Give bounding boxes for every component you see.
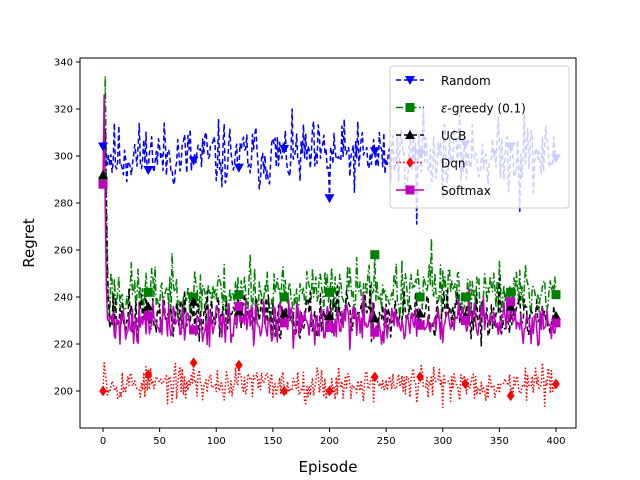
series-5-marker bbox=[460, 316, 470, 325]
x-tick-label: 150 bbox=[263, 436, 282, 447]
legend: Random ε-greedy (0.1) UCB Dqn Softmax bbox=[389, 65, 570, 209]
y-tick-label: 280 bbox=[54, 199, 73, 210]
y-tick-label: 320 bbox=[54, 105, 73, 116]
series-5-marker bbox=[506, 297, 516, 307]
x-tick-label: 200 bbox=[320, 436, 339, 447]
series-3-marker bbox=[143, 301, 154, 311]
legend-entry-1-marker bbox=[405, 75, 415, 85]
series-2-marker bbox=[415, 292, 425, 302]
x-tick-label: 100 bbox=[207, 436, 226, 447]
series-5-marker bbox=[370, 327, 380, 337]
series-4-marker bbox=[371, 371, 379, 383]
y-tick-label: 220 bbox=[54, 340, 73, 351]
legend-entry-2-label: ε-greedy (0.1) bbox=[441, 102, 526, 116]
series-2-marker bbox=[234, 290, 244, 300]
series-4-marker bbox=[99, 385, 107, 397]
series-4-marker bbox=[189, 357, 198, 369]
series-4-marker bbox=[144, 369, 153, 380]
legend-entry-3-marker bbox=[405, 130, 415, 140]
series-3-marker bbox=[279, 308, 290, 318]
legend-entry-3: UCB bbox=[396, 129, 466, 143]
legend-entry-2: ε-greedy (0.1) bbox=[396, 102, 526, 116]
series-4-marker bbox=[280, 385, 288, 397]
series-1-marker bbox=[143, 166, 154, 176]
x-tick-label: 350 bbox=[490, 436, 509, 447]
series-3-marker bbox=[98, 169, 108, 179]
series-5-marker bbox=[189, 325, 199, 335]
series-1-marker bbox=[279, 144, 290, 154]
series-2-marker bbox=[370, 250, 380, 260]
series-4-marker bbox=[416, 371, 424, 383]
legend-entry-4-label: Dqn bbox=[441, 157, 465, 171]
x-tick-label: 250 bbox=[377, 436, 396, 447]
y-tick-label: 340 bbox=[54, 58, 73, 69]
series-2-marker bbox=[279, 292, 289, 302]
legend-entry-5-label: Softmax bbox=[441, 184, 491, 198]
x-axis-title: Episode bbox=[299, 458, 358, 476]
series-5-marker bbox=[279, 318, 289, 328]
y-tick-label: 300 bbox=[54, 152, 73, 163]
series-4-marker bbox=[235, 359, 243, 371]
x-tick-label: 400 bbox=[546, 436, 565, 447]
legend-entry-1-label: Random bbox=[441, 74, 491, 88]
series-3-marker bbox=[188, 296, 199, 306]
series-1-marker bbox=[188, 156, 199, 166]
y-axis-ticks: 200 220 240 260 280 300 320 340 bbox=[54, 58, 80, 398]
series-2-marker bbox=[506, 287, 516, 297]
series-2-marker bbox=[460, 292, 470, 302]
y-tick-label: 260 bbox=[54, 246, 73, 257]
legend-entry-5: Softmax bbox=[396, 184, 491, 198]
series-1-marker bbox=[369, 147, 380, 157]
series-4-line bbox=[102, 362, 557, 409]
series-2-marker bbox=[551, 290, 561, 300]
legend-entry-2-marker bbox=[405, 103, 415, 112]
series-4-marker bbox=[461, 378, 470, 390]
series-5-marker bbox=[551, 318, 561, 328]
series-3-marker bbox=[369, 313, 380, 323]
series-2-marker bbox=[325, 287, 334, 297]
x-tick-label: 50 bbox=[153, 436, 166, 447]
series-4-marker bbox=[325, 385, 334, 397]
y-tick-label: 200 bbox=[54, 387, 73, 398]
x-axis-ticks: 0 50 100 150 200 250 300 350 400 bbox=[100, 428, 566, 447]
series-5-marker bbox=[98, 179, 108, 189]
y-tick-label: 240 bbox=[54, 293, 73, 304]
series-2-marker bbox=[143, 287, 153, 297]
series-3-marker bbox=[324, 310, 335, 320]
series-3-marker bbox=[551, 310, 561, 320]
series-3-marker bbox=[415, 308, 426, 318]
series-4-marker bbox=[506, 390, 515, 402]
legend-entry-5-marker bbox=[405, 185, 415, 195]
legend-entry-3-label: UCB bbox=[441, 129, 466, 143]
series-5-marker bbox=[143, 311, 153, 321]
series-4-marker bbox=[552, 378, 560, 390]
series-1-marker bbox=[98, 142, 108, 152]
legend-entry-1: Random bbox=[396, 74, 491, 88]
series-1-marker bbox=[324, 194, 335, 204]
series-5-marker bbox=[234, 301, 244, 311]
plot-frame bbox=[79, 57, 577, 429]
series-5-marker bbox=[325, 323, 334, 333]
legend-entry-4-marker bbox=[406, 157, 414, 168]
x-tick-label: 0 bbox=[100, 436, 106, 447]
series-5-marker bbox=[415, 320, 425, 330]
legend-entry-4: Dqn bbox=[396, 157, 465, 171]
series-1-marker bbox=[233, 163, 244, 173]
x-tick-label: 300 bbox=[433, 436, 452, 447]
y-axis-title: Regret bbox=[20, 218, 38, 268]
legend-box bbox=[389, 65, 570, 209]
